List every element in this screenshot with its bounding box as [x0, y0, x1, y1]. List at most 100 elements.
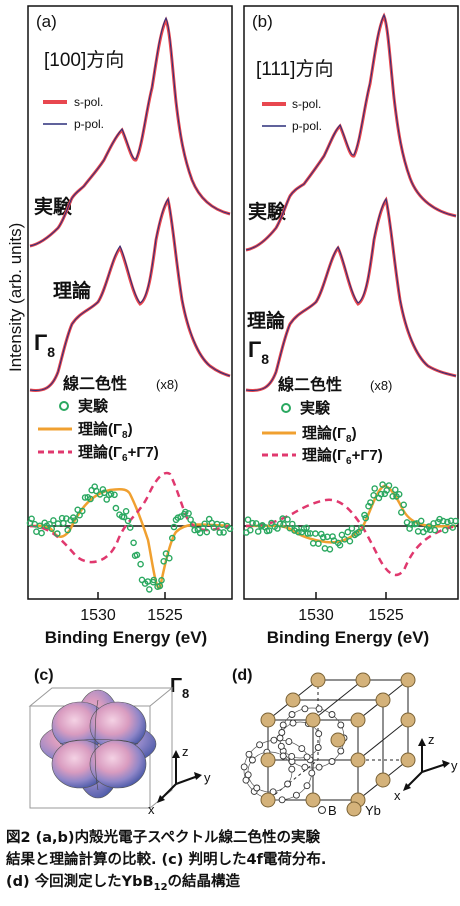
panel-a-frame: [27, 5, 233, 600]
axis-z-label-d: z: [428, 732, 435, 747]
axis-y-d: [421, 763, 447, 773]
panel-a: (a) [100]方向 s-pol. p-pol. 実験 理論 Γ8 線二色性 …: [26, 5, 234, 647]
lcd-exp-point: [187, 516, 194, 524]
row-label-theory: 理論: [53, 279, 92, 302]
boron-atom: [315, 763, 323, 771]
lcd-exp-point: [288, 520, 296, 528]
axis-y-label-d: y: [451, 758, 458, 773]
boron-atom: [328, 711, 336, 718]
legend-yb-marker: [346, 801, 362, 817]
boron-atom: [279, 752, 287, 760]
lcd-exp-point: [156, 582, 164, 590]
theory-p-pol-curve: [29, 197, 231, 391]
axis-x-arrow-c: [157, 795, 165, 803]
yb-atom: [400, 752, 416, 768]
yb-atom: [375, 772, 391, 788]
lcd-exp-point: [336, 541, 344, 549]
boron-atom: [303, 782, 311, 790]
lcd-exp-point: [181, 508, 189, 516]
charge-lobe-4: [89, 739, 147, 789]
legend-exp-label: 実験: [78, 397, 109, 415]
lcd-exp-points-b: [242, 481, 459, 553]
axis-y-c: [175, 775, 199, 785]
panel-a-label: (a): [36, 12, 57, 31]
boron-atom: [244, 771, 252, 779]
boron-atom: [303, 753, 311, 761]
lcd-exp-point: [312, 530, 319, 537]
lcd-exp-point: [122, 507, 130, 515]
lcd-exp-point: [203, 528, 211, 536]
lcd-exp-point: [417, 517, 425, 525]
lcd-exp-point: [367, 499, 374, 506]
lcd-exp-point: [389, 492, 397, 500]
yb-atom: [260, 792, 276, 808]
axis-y-arrow-c: [194, 772, 202, 780]
lcd-exp-point: [449, 524, 457, 531]
lcd-title: 線二色性: [63, 374, 127, 393]
lcd-exp-point: [249, 519, 256, 527]
lcd-exp-point: [120, 513, 128, 521]
exp-p-pol-curve: [29, 16, 231, 247]
legend-exp-marker-b: [281, 403, 291, 413]
lcd-exp-point: [280, 521, 287, 528]
lcd-exp-point: [346, 537, 354, 545]
lcd-exp-point: [145, 586, 153, 593]
x-axis-label-b: Binding Energy (eV): [267, 628, 429, 647]
lcd-exp-point: [268, 519, 275, 527]
lcd-exp-point: [170, 523, 178, 531]
row-label-theory-b: 理論: [247, 309, 286, 332]
lcd-title-b: 線二色性: [278, 375, 342, 394]
yb-atom: [305, 792, 321, 808]
lcd-exp-point: [385, 482, 393, 489]
legend-theory-g8-label-b: 理論(Γ8): [302, 424, 357, 445]
panel-b: (b) [111]方向 s-pol. p-pol. 実験 理論 Γ8 線二色性 …: [242, 5, 459, 647]
lcd-exp-point: [38, 529, 45, 537]
boron-atom: [245, 750, 253, 758]
legend-exp-label-b: 実験: [300, 399, 331, 417]
lcd-exp-point: [295, 528, 302, 536]
axis-z-label-c: z: [182, 744, 189, 759]
yb-atom: [355, 672, 371, 688]
boron-atom: [328, 758, 336, 765]
panel-c-label: (c): [34, 667, 54, 684]
lcd-exp-point: [452, 517, 459, 525]
yb-atom: [400, 712, 416, 728]
boron-atom: [279, 721, 287, 729]
lcd-exp-point: [254, 528, 262, 535]
boron-atom: [277, 742, 285, 750]
lcd-exp-point: [379, 481, 386, 488]
lcd-exp-point: [361, 511, 368, 519]
panel-d-label: (d): [232, 667, 252, 684]
boron-atom: [270, 736, 278, 744]
boron-atom: [337, 747, 345, 755]
lcd-exp-point: [439, 517, 447, 525]
boron-atom: [301, 763, 309, 771]
lcd-exp-point: [226, 525, 234, 533]
lcd-exp-point: [71, 517, 79, 524]
lcd-exp-point: [124, 517, 132, 525]
lcd-exp-point: [425, 523, 433, 530]
y-axis-label: Intensity (arb. units): [6, 223, 25, 372]
lcd-exp-point: [111, 491, 118, 499]
boron-atom: [337, 721, 345, 729]
charge-mesh-lines: [59, 699, 139, 791]
gamma8-label-b: Γ8: [248, 337, 269, 367]
caption-line-3: (d) 今回測定したYbB12の結晶構造: [6, 874, 241, 893]
axis-x-label-d: x: [394, 788, 401, 803]
lcd-theory-g67-curve-b: [245, 498, 457, 577]
legend-p-pol: p-pol.: [74, 117, 104, 131]
lcd-exp-point: [362, 514, 370, 522]
legend-yb-label: Yb: [365, 803, 381, 818]
lcd-exp-point: [191, 526, 198, 534]
lcd-exp-point: [158, 577, 165, 584]
lcd-exp-point: [216, 529, 223, 536]
lcd-exp-points-a: [26, 483, 234, 593]
panel-c: (c) Γ8 z y x: [28, 667, 211, 817]
yb-atoms: [260, 672, 416, 808]
legend-theory-g8-label: 理論(Γ8): [78, 420, 133, 441]
lcd-exp-point: [160, 558, 167, 565]
lcd-exp-point: [126, 524, 134, 531]
lcd-exp-point: [150, 576, 158, 584]
lcd-exp-point: [326, 546, 334, 553]
lcd-exp-point: [284, 516, 291, 523]
